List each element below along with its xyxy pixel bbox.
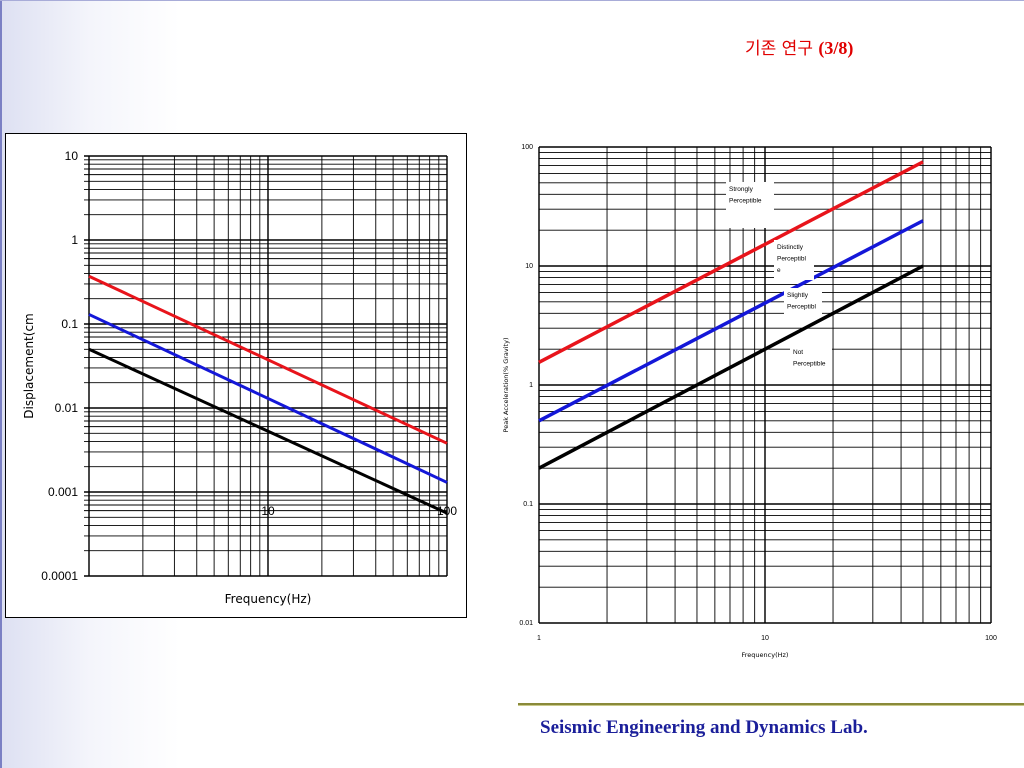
annotation-label: Not Perceptible	[793, 349, 826, 368]
x-tick-label: 10	[261, 504, 275, 518]
y-tick-label: 1	[71, 233, 78, 247]
slide-title-korean: 기존 연구	[745, 39, 813, 59]
y-axis-title: Displacement(cm	[22, 313, 36, 418]
annotation-line: e	[777, 267, 781, 274]
y-tick-label: 0.0001	[41, 569, 78, 583]
series-line-blue	[538, 219, 924, 423]
slide-title-number: (3/8)	[818, 38, 854, 58]
x-tick-label: 10	[761, 635, 769, 642]
footer-lab-name: Seismic Engineering and Dynamics Lab.	[540, 717, 868, 738]
annotation-background	[726, 182, 774, 228]
acceleration-chart-svg: 100 10 1 0.1 0.01 1 10 100 Frequency(Hz) Peak Acc…	[502, 144, 997, 659]
slide-title: 기존 연구 (3/8)	[745, 34, 985, 59]
y-tick-label: 0.01	[55, 401, 79, 415]
y-tick-label: 10	[525, 263, 533, 270]
footer-divider-light	[518, 705, 1024, 706]
annotation-line: Strongly	[729, 186, 754, 193]
y-tick-label: 10	[65, 149, 79, 163]
y-tick-label: 0.1	[61, 317, 78, 331]
y-tick-label: 1	[529, 382, 533, 389]
y-tick-label: 0.001	[48, 485, 78, 499]
series-line-black	[88, 347, 448, 515]
annotation-label: Slightly Perceptibl	[787, 292, 816, 311]
annotation-line: Perceptibl	[777, 256, 806, 263]
slide-left-edge	[0, 0, 2, 768]
x-tick-label: 100	[437, 504, 457, 518]
x-axis-title: Frequency(Hz)	[742, 651, 789, 659]
y-tick-label: 100	[521, 144, 533, 151]
x-tick-label: 100	[985, 635, 997, 642]
series-line-red	[538, 160, 924, 364]
slide-top-edge	[0, 0, 1024, 1]
annotation-line: Perceptibl	[787, 304, 816, 311]
annotation-label: Distinctly Perceptibl e	[777, 244, 806, 274]
displacement-chart: 10 1 0.1 0.01 0.001 0.0001 10 100 Frequency(Hz) D…	[5, 133, 467, 618]
x-tick-label: 1	[537, 635, 541, 642]
series-line-blue	[88, 313, 448, 484]
series-line-black	[538, 264, 924, 470]
annotation-line: Distinctly	[777, 244, 804, 251]
annotation-background	[790, 345, 832, 369]
y-tick-label: 0.1	[523, 501, 533, 508]
footer-divider	[518, 703, 1024, 705]
annotation-line: Perceptible	[729, 198, 762, 205]
y-axis-title: Peak Acceleration(% Gravity)	[502, 338, 510, 433]
x-axis-title: Frequency(Hz)	[225, 592, 312, 606]
annotation-line: Not	[793, 349, 803, 356]
acceleration-chart: 100 10 1 0.1 0.01 1 10 100 Frequency(Hz) Peak Acc…	[498, 133, 1010, 673]
annotation-line: Slightly	[787, 292, 809, 299]
y-tick-label: 0.01	[519, 620, 533, 627]
annotation-background	[774, 240, 814, 280]
annotation-line: Perceptible	[793, 361, 826, 368]
series-line-red	[88, 274, 448, 445]
displacement-chart-svg: 10 1 0.1 0.01 0.001 0.0001 10 100 Frequency(Hz) D…	[22, 149, 457, 606]
annotation-background	[784, 288, 822, 316]
annotation-label: Strongly Perceptible	[729, 186, 762, 205]
